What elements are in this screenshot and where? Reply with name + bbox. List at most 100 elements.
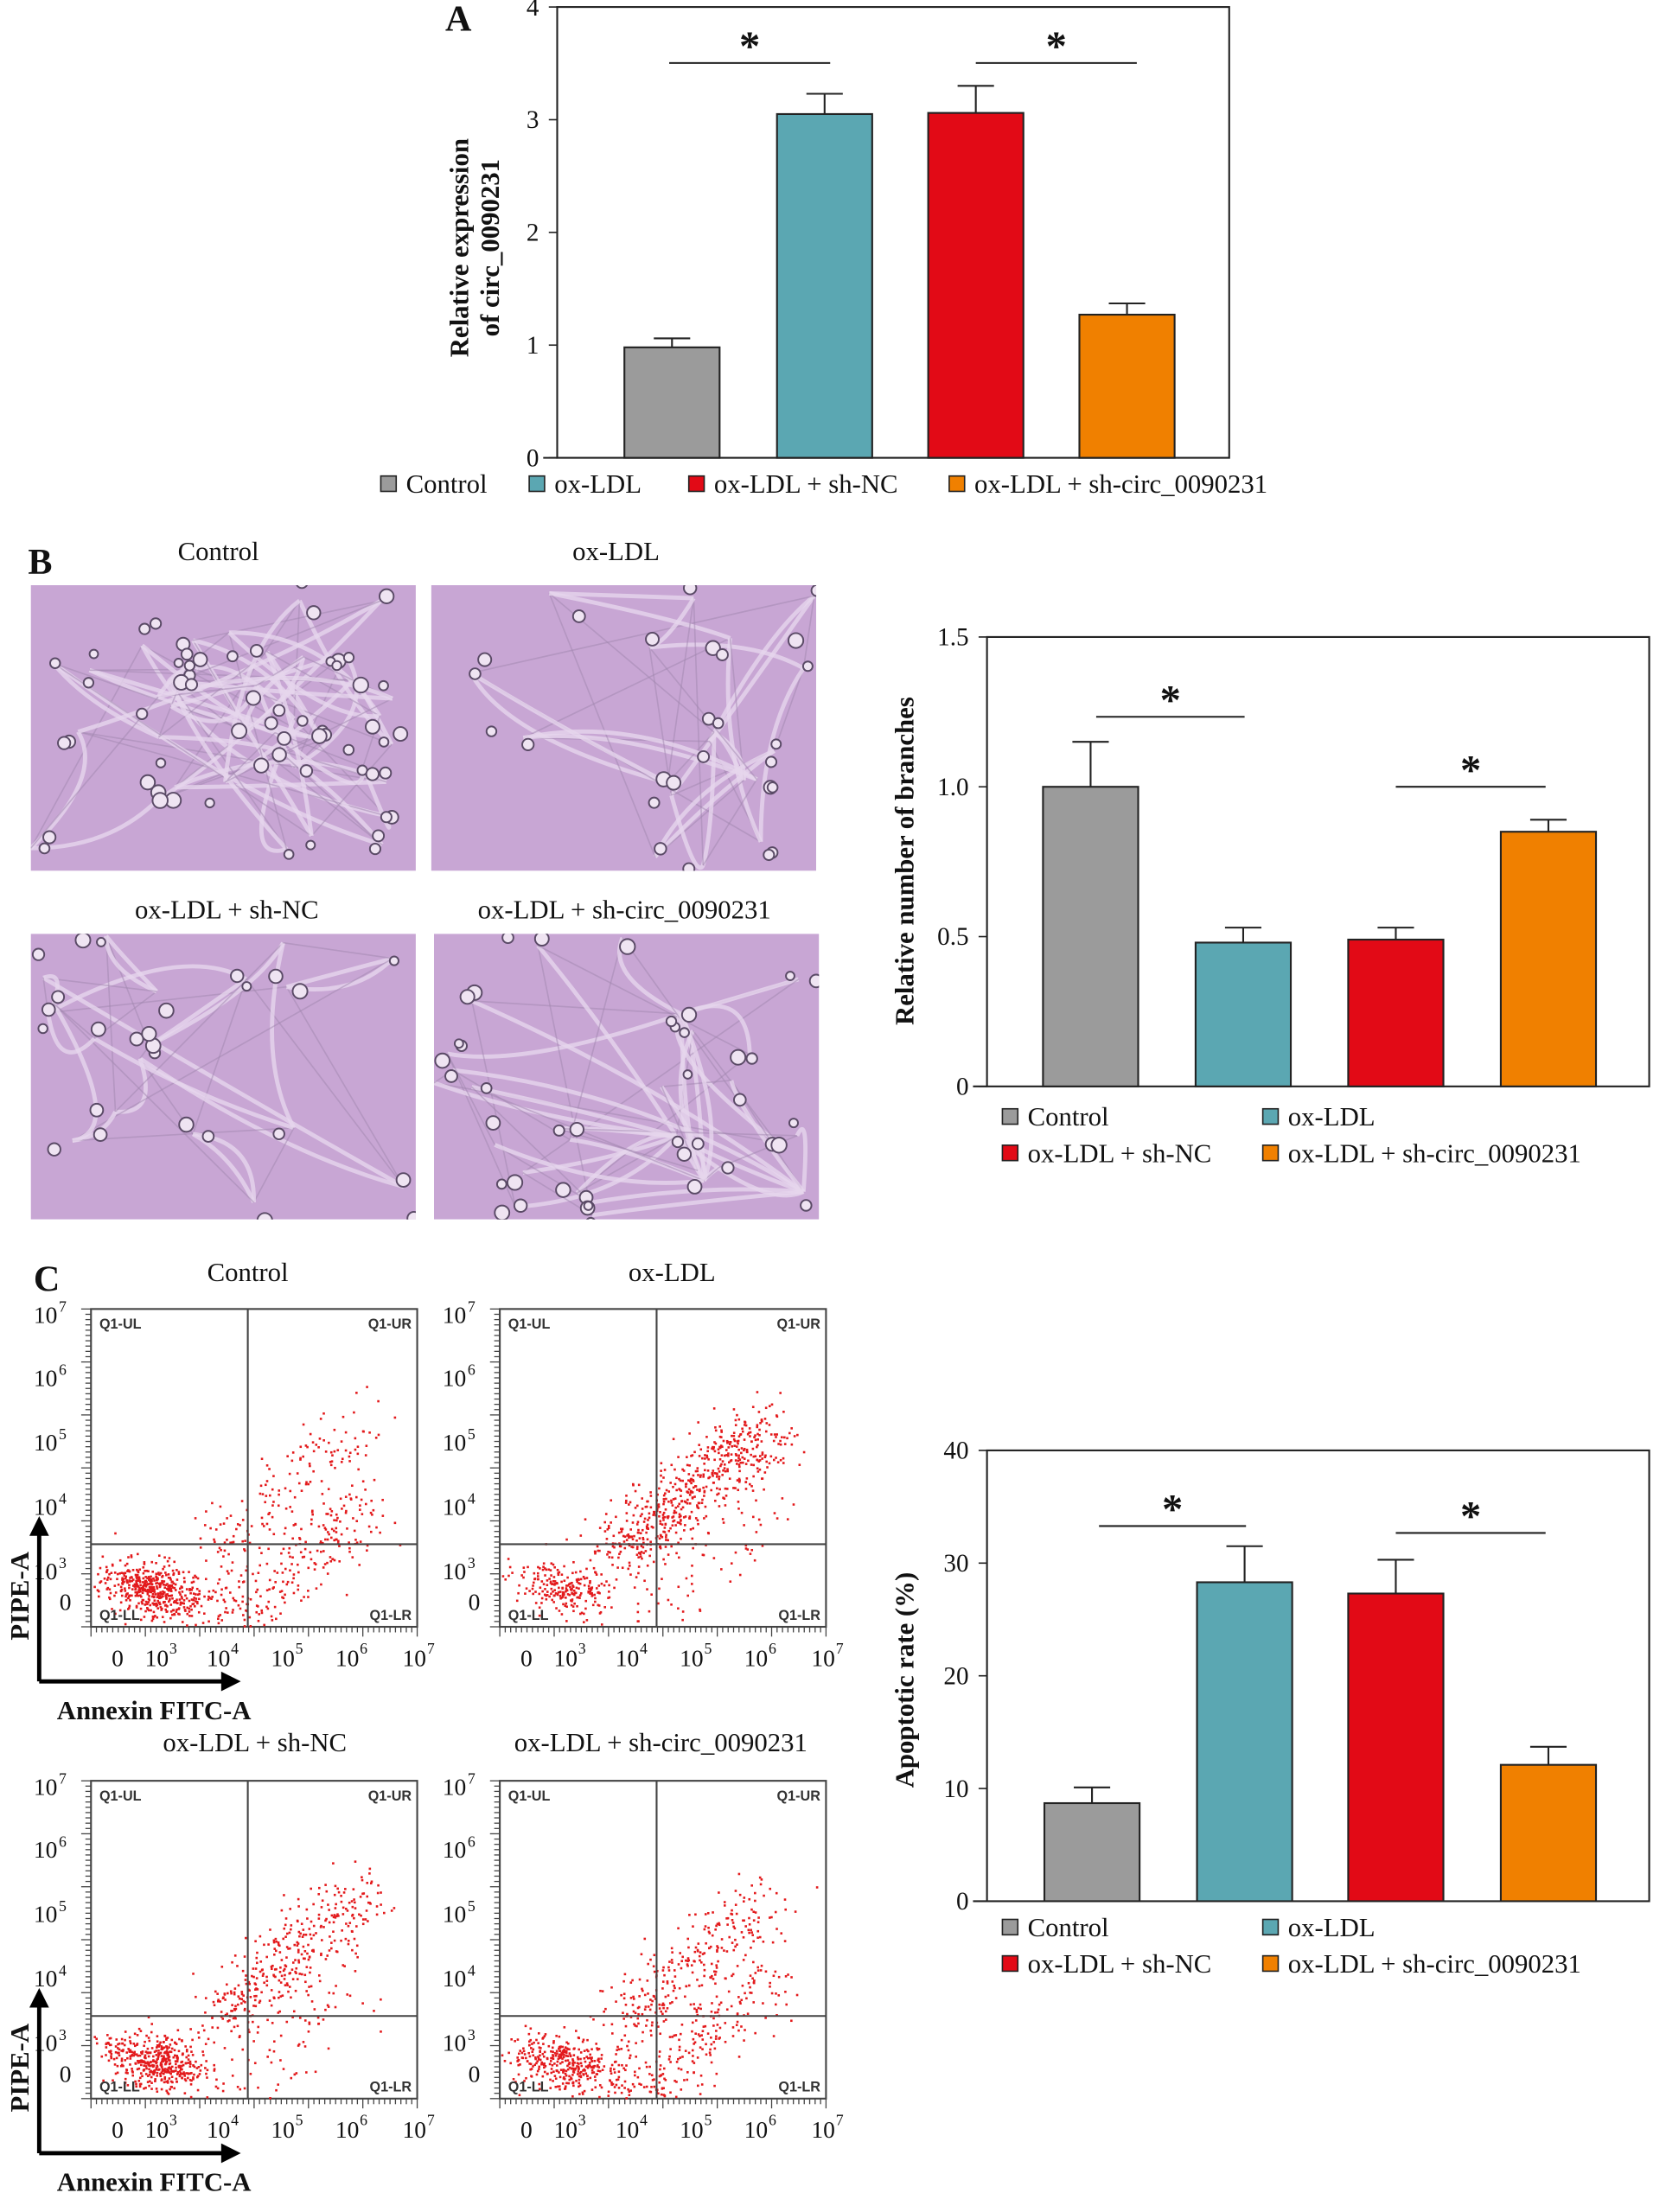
event-dot — [224, 1610, 227, 1614]
event-dot — [698, 1985, 701, 1987]
event-dot — [247, 2010, 251, 2013]
event-dot — [304, 1444, 308, 1447]
event-dot — [115, 2056, 118, 2060]
event-dot — [222, 2082, 225, 2085]
event-dot — [159, 1590, 163, 1594]
event-dot — [128, 1584, 131, 1587]
event-dot — [199, 2069, 202, 2072]
event-dot — [524, 1592, 527, 1595]
event-dot — [634, 2070, 636, 2074]
x-tick-exponent: 7 — [427, 2112, 435, 2129]
event-dot — [215, 2078, 218, 2081]
event-dot — [145, 2062, 148, 2065]
event-dot — [209, 1527, 212, 1530]
event-dot — [690, 1455, 693, 1457]
event-dot — [737, 1996, 740, 1998]
event-dot — [244, 1539, 246, 1542]
event-dot — [214, 1590, 217, 1594]
event-dot — [624, 2003, 628, 2006]
event-dot — [361, 1878, 364, 1882]
event-dot — [681, 1468, 684, 1471]
event-dot — [678, 1521, 681, 1525]
event-dot — [325, 1890, 329, 1893]
event-dot — [168, 2046, 170, 2049]
event-dot — [268, 2049, 271, 2051]
event-dot — [181, 2076, 183, 2080]
event-dot — [108, 1572, 111, 1576]
event-dot — [670, 1959, 673, 1961]
event-dot — [333, 1893, 336, 1896]
cell — [201, 1130, 215, 1143]
event-dot — [150, 2047, 154, 2049]
event-dot — [152, 2073, 155, 2076]
event-dot — [714, 1970, 718, 1973]
event-dot — [699, 2074, 703, 2077]
event-dot — [124, 2030, 127, 2033]
event-dot — [212, 1589, 215, 1592]
event-dot — [617, 2048, 621, 2051]
event-dot — [507, 1558, 510, 1560]
event-dot — [750, 1463, 753, 1466]
event-dot — [279, 1966, 282, 1969]
event-dot — [173, 2087, 176, 2090]
event-dot — [327, 2005, 330, 2008]
event-dot — [216, 1599, 219, 1603]
event-dot — [631, 1546, 635, 1549]
event-dot — [519, 2049, 521, 2052]
event-dot — [697, 2006, 700, 2010]
event-dot — [335, 1903, 337, 1906]
event-dot — [576, 2073, 579, 2075]
event-dot — [668, 2002, 672, 2005]
event-dot — [314, 1563, 317, 1565]
event-dot — [148, 1595, 150, 1597]
event-dot — [256, 1988, 259, 1991]
cell — [388, 955, 399, 966]
event-dot — [571, 2074, 574, 2076]
event-dot — [583, 2089, 586, 2093]
event-dot — [201, 2054, 205, 2056]
event-dot — [587, 2049, 590, 2053]
event-dot — [298, 1973, 302, 1975]
event-dot — [610, 2069, 612, 2073]
event-dot — [517, 2058, 520, 2062]
event-dot — [263, 1623, 265, 1627]
event-dot — [721, 1518, 724, 1520]
event-dot — [193, 2073, 195, 2076]
event-dot — [687, 1946, 690, 1949]
event-dot — [366, 1549, 368, 1552]
event-dot — [733, 1444, 736, 1447]
cell — [149, 617, 163, 630]
event-dot — [139, 2072, 143, 2075]
event-dot — [354, 1539, 357, 1541]
event-dot — [633, 2023, 635, 2026]
event-dot — [560, 1580, 563, 1584]
event-dot — [552, 2057, 555, 2061]
event-dot — [637, 1483, 641, 1487]
event-dot — [664, 1523, 667, 1527]
event-dot — [148, 1583, 150, 1585]
event-dot — [299, 1457, 302, 1460]
event-dot — [132, 1584, 135, 1587]
event-dot — [607, 1551, 610, 1553]
event-dot — [734, 1551, 737, 1554]
event-dot — [190, 1615, 194, 1617]
event-dot — [573, 2062, 576, 2064]
event-dot — [666, 1980, 669, 1983]
arrow-head-icon — [29, 1516, 49, 1536]
event-dot — [177, 1571, 181, 1573]
event-dot — [743, 1896, 746, 1899]
event-dot — [231, 1960, 233, 1964]
quadrant-label: Q1-UL — [508, 1316, 551, 1332]
event-dot — [166, 2051, 169, 2054]
x-tick-exponent: 6 — [360, 2112, 367, 2129]
event-dot — [533, 2063, 536, 2067]
event-dot — [327, 1513, 329, 1515]
cell — [839, 579, 853, 594]
event-dot — [168, 1564, 171, 1567]
event-dot — [615, 2053, 617, 2056]
event-dot — [640, 1953, 643, 1956]
event-dot — [552, 2070, 555, 2073]
event-dot — [211, 1596, 214, 1598]
quadrant-label: Q1-UL — [99, 1788, 142, 1804]
event-dot — [164, 2057, 168, 2061]
